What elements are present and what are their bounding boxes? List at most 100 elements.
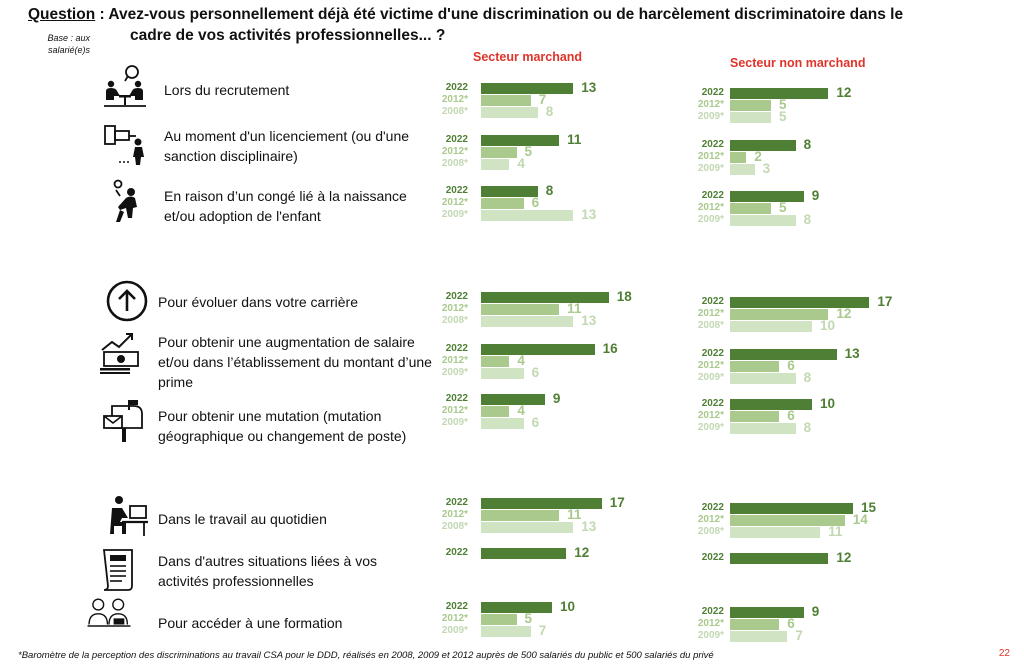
year-label: 2022 (445, 82, 468, 93)
page-number: 22 (998, 648, 1010, 659)
year-label: 2012* (441, 197, 468, 208)
year-label: 2008* (441, 158, 468, 169)
question-label: Question (28, 6, 96, 23)
bar-marchand-2009 (481, 626, 531, 637)
bar-marchand-2022 (481, 394, 545, 405)
question-text-line2: cadre de vos activités professionnelles.… (130, 27, 446, 44)
bar-non-marchand-2012 (730, 361, 780, 372)
question-text-line1: : Avez-vous personnellement déjà été vic… (95, 6, 904, 23)
year-label: 2009* (697, 372, 724, 383)
job-document-icon (102, 549, 133, 591)
data-label: 18 (616, 289, 632, 304)
data-label: 10 (820, 318, 836, 333)
data-label: 9 (811, 188, 820, 203)
year-label: 2012* (697, 410, 724, 421)
bar-marchand-2022 (481, 186, 538, 197)
bar-non-marchand-2009 (730, 373, 796, 384)
bar-marchand-2012 (481, 356, 510, 367)
bar-non-marchand-2012 (730, 619, 780, 630)
data-label: 6 (787, 616, 795, 631)
data-label: 5 (779, 97, 787, 112)
year-label: 2009* (697, 630, 724, 641)
year-label: 2012* (697, 308, 724, 319)
bar-marchand-2022 (481, 292, 609, 303)
year-label: 2008* (441, 521, 468, 532)
year-label: 2012* (697, 151, 724, 162)
data-label: 5 (524, 144, 533, 159)
year-label: 2009* (441, 625, 468, 636)
data-label: 17 (609, 495, 625, 510)
year-label: 2008* (441, 315, 468, 326)
bar-non-marchand-2008 (730, 527, 821, 538)
year-label: 2022 (445, 393, 468, 404)
year-label: 2012* (697, 514, 724, 525)
bar-marchand-2022 (481, 498, 602, 509)
data-label: 12 (574, 545, 590, 560)
bar-non-marchand-2009 (730, 164, 755, 175)
bar-non-marchand-2012 (730, 152, 747, 163)
data-label: 6 (531, 195, 540, 210)
year-label: 2012* (697, 360, 724, 371)
data-label: 6 (787, 408, 795, 423)
year-label: 2012* (441, 613, 468, 624)
data-label: 8 (545, 104, 554, 119)
bar-marchand-2012 (481, 614, 517, 625)
year-label: 2012* (697, 202, 724, 213)
data-label: 13 (844, 346, 860, 361)
row-label-quotidien: Dans le travail au quotidien (158, 511, 327, 527)
data-label: 11 (567, 132, 582, 147)
bar-non-marchand-2009 (730, 631, 788, 642)
bar-non-marchand-2009 (730, 112, 771, 123)
bar-marchand-2012 (481, 198, 524, 209)
year-label: 2022 (701, 502, 724, 513)
year-label: 2012* (441, 509, 468, 520)
data-label: 10 (560, 599, 576, 614)
bar-marchand-2008 (481, 522, 574, 533)
year-label: 2008* (441, 106, 468, 117)
desk-worker-icon (110, 496, 148, 536)
bar-non-marchand-2012 (730, 100, 771, 111)
data-label: 15 (861, 500, 877, 515)
data-label: 16 (602, 341, 618, 356)
data-label: 8 (803, 420, 812, 435)
bar-marchand-2012 (481, 304, 560, 315)
year-label: 2009* (697, 422, 724, 433)
bar-non-marchand-2022 (730, 553, 829, 564)
bar-non-marchand-2022 (730, 297, 870, 308)
year-label: 2009* (441, 417, 468, 428)
year-label: 2012* (441, 303, 468, 314)
bar-non-marchand-2008 (730, 321, 812, 332)
row-label-carriere: Pour évoluer dans votre carrière (158, 294, 358, 310)
data-label: 8 (803, 370, 812, 385)
row-label-licenciement: Au moment d'un licenciement (ou d'une sa… (164, 128, 410, 164)
data-label: 6 (531, 365, 540, 380)
interview-icon (104, 65, 146, 107)
bar-marchand-2022 (481, 548, 567, 559)
bar-marchand-2012 (481, 95, 531, 106)
data-label: 17 (877, 294, 893, 309)
year-label: 2022 (701, 190, 724, 201)
mailbox-icon (103, 400, 143, 442)
data-label: 11 (567, 507, 582, 522)
data-label: 10 (820, 396, 836, 411)
arrow-up-circle-icon (106, 280, 148, 322)
bar-non-marchand-2012 (730, 203, 771, 214)
year-label: 2022 (445, 343, 468, 354)
year-label: 2022 (445, 547, 468, 558)
bar-marchand-2012 (481, 510, 560, 521)
sector-title-marchand: Secteur marchand (473, 50, 583, 64)
data-label: 8 (803, 137, 812, 152)
year-label: 2022 (445, 134, 468, 145)
question-title: Question : Avez-vous personnellement déj… (28, 4, 908, 46)
year-label: 2008* (697, 526, 724, 537)
data-label: 12 (836, 550, 852, 565)
data-label: 4 (517, 353, 525, 368)
bar-non-marchand-2012 (730, 411, 780, 422)
bar-marchand-2012 (481, 406, 510, 417)
year-label: 2009* (441, 367, 468, 378)
data-label: 9 (811, 604, 820, 619)
data-label: 4 (517, 156, 525, 171)
year-label: 2022 (445, 497, 468, 508)
data-label: 2 (754, 149, 762, 164)
year-label: 2012* (697, 618, 724, 629)
